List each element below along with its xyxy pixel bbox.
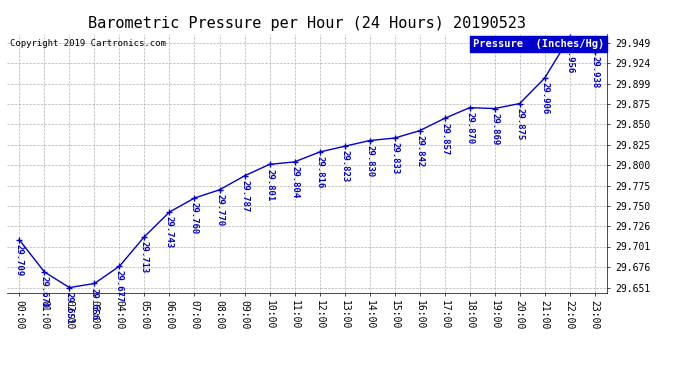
Text: Pressure  (Inches/Hg): Pressure (Inches/Hg) [473,39,604,49]
Text: 29.875: 29.875 [515,108,524,140]
Text: 29.677: 29.677 [115,270,124,303]
Text: 29.906: 29.906 [540,82,549,114]
Text: Copyright 2019 Cartronics.com: Copyright 2019 Cartronics.com [10,39,166,48]
Text: 29.713: 29.713 [140,241,149,273]
Text: 29.816: 29.816 [315,156,324,189]
Text: 29.770: 29.770 [215,194,224,226]
Text: 29.823: 29.823 [340,150,349,183]
Title: Barometric Pressure per Hour (24 Hours) 20190523: Barometric Pressure per Hour (24 Hours) … [88,16,526,31]
Text: 29.804: 29.804 [290,166,299,198]
Text: 29.656: 29.656 [90,288,99,320]
Text: 29.833: 29.833 [390,142,399,174]
Text: 29.869: 29.869 [490,112,499,145]
Text: 29.651: 29.651 [65,292,74,324]
Text: 29.830: 29.830 [365,145,374,177]
Text: 29.801: 29.801 [265,168,274,201]
Text: 29.870: 29.870 [465,112,474,144]
Text: 29.857: 29.857 [440,123,449,155]
Text: 29.760: 29.760 [190,202,199,234]
Text: 29.743: 29.743 [165,216,174,248]
Text: 29.938: 29.938 [590,56,599,88]
Text: 29.670: 29.670 [40,276,49,308]
Text: 29.709: 29.709 [15,244,24,276]
Text: 29.842: 29.842 [415,135,424,167]
Text: 29.956: 29.956 [565,41,574,74]
Text: 29.787: 29.787 [240,180,249,212]
